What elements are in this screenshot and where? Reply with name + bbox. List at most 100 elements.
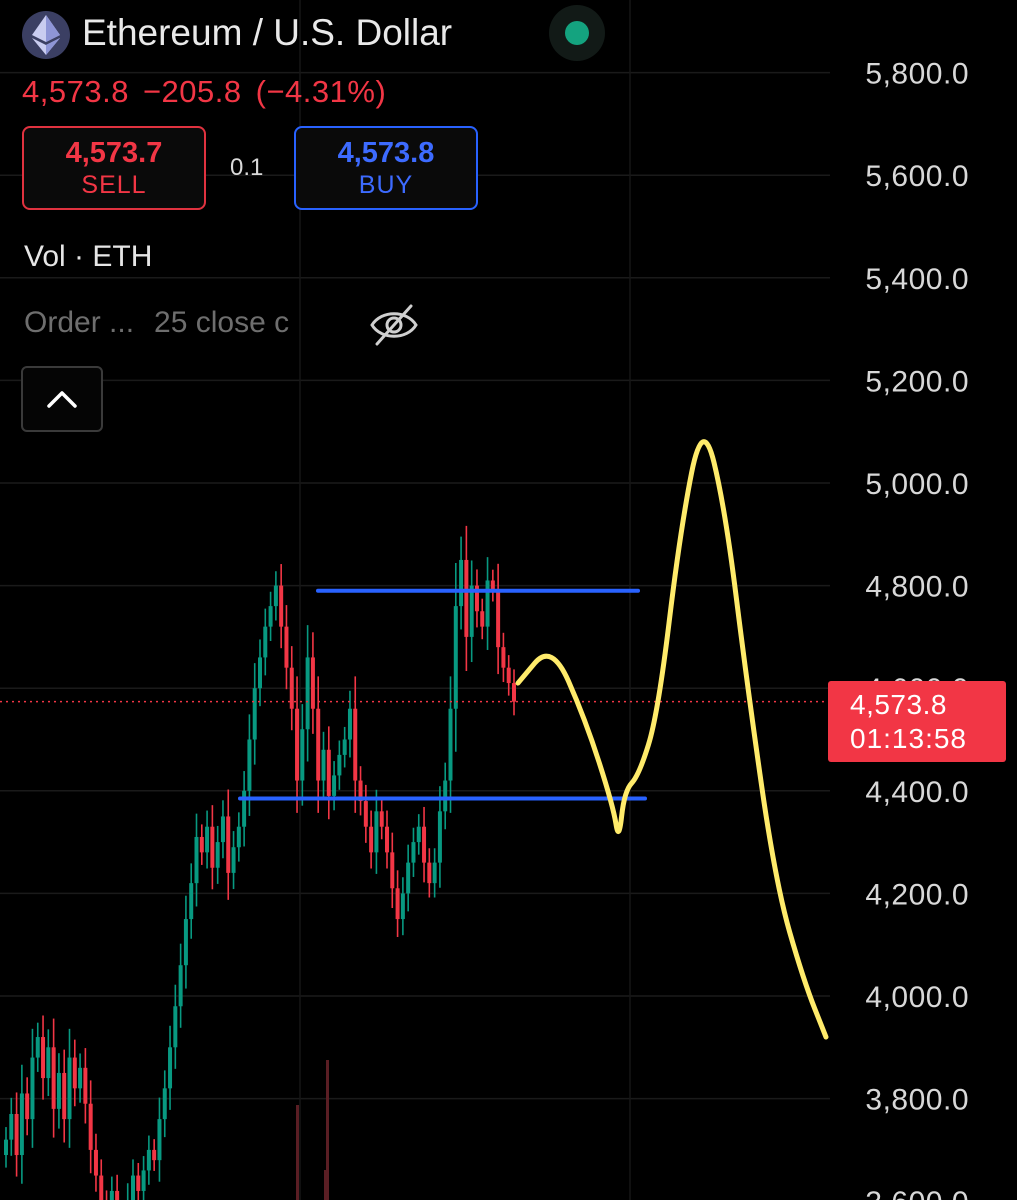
- candle: [252, 688, 257, 740]
- candle: [432, 862, 437, 884]
- candle: [337, 754, 342, 776]
- candle: [464, 559, 469, 637]
- candle: [406, 862, 411, 894]
- candle: [300, 729, 305, 781]
- candle: [194, 836, 199, 884]
- candle: [30, 1057, 35, 1120]
- candle: [14, 1113, 19, 1156]
- price-change: −205.8: [142, 74, 242, 109]
- candle: [316, 708, 321, 781]
- sell-button[interactable]: 4,573.7 SELL: [22, 126, 206, 210]
- market-status-button[interactable]: [549, 5, 605, 61]
- candle: [173, 1006, 178, 1048]
- candle: [210, 826, 215, 868]
- candle: [369, 826, 374, 853]
- badge-price: 4,573.8: [850, 688, 947, 720]
- candle: [411, 842, 416, 863]
- y-tick-label: 4,800.0: [865, 571, 969, 604]
- candle: [231, 847, 236, 873]
- candle: [25, 1093, 30, 1120]
- volume-legend[interactable]: Vol · ETH: [24, 240, 153, 273]
- candle: [78, 1067, 83, 1089]
- candle: [72, 1057, 77, 1089]
- candle: [501, 647, 506, 668]
- candle: [141, 1170, 146, 1191]
- y-tick-label: 4,000.0: [865, 981, 969, 1014]
- candle: [480, 611, 485, 627]
- candle: [183, 919, 188, 966]
- candle: [416, 826, 421, 843]
- candle: [395, 888, 400, 920]
- candle: [448, 708, 453, 781]
- chevron-up-icon: [47, 391, 77, 408]
- candlestick-series: [4, 525, 516, 1200]
- candle: [93, 1149, 98, 1176]
- y-tick-label: 5,200.0: [865, 365, 969, 398]
- candle: [247, 739, 252, 791]
- candle: [88, 1103, 93, 1150]
- candle: [56, 1072, 61, 1109]
- sell-label: SELL: [81, 171, 147, 199]
- current-price-badge: 4,573.8 01:13:58: [828, 681, 1006, 762]
- order-legend[interactable]: Order ... 25 close c: [24, 306, 289, 340]
- order-label: Order ...: [24, 306, 135, 339]
- y-tick-label: 5,800.0: [865, 58, 969, 91]
- candle: [189, 883, 194, 920]
- candle: [19, 1093, 24, 1156]
- candle: [215, 842, 220, 868]
- symbol-title[interactable]: Ethereum / U.S. Dollar: [82, 12, 453, 53]
- candle: [427, 862, 432, 884]
- candle: [41, 1037, 46, 1079]
- buy-label: BUY: [358, 171, 414, 199]
- candle: [385, 826, 389, 853]
- candle: [178, 965, 183, 1007]
- candle: [157, 1119, 162, 1161]
- buy-button[interactable]: 4,573.8 BUY: [294, 126, 478, 210]
- candle: [9, 1113, 14, 1140]
- candle: [115, 1190, 120, 1200]
- candle: [268, 606, 273, 627]
- candle: [205, 826, 210, 853]
- candle: [374, 811, 379, 853]
- y-tick-label: 4,400.0: [865, 776, 969, 809]
- sell-price: 4,573.7: [65, 137, 163, 169]
- candle: [437, 811, 442, 863]
- eye-hidden-icon[interactable]: [369, 302, 419, 348]
- volume-bars: [296, 1060, 329, 1200]
- candle: [506, 667, 511, 684]
- projection-drawing: [515, 439, 829, 1040]
- buy-price: 4,573.8: [337, 137, 435, 169]
- candle: [152, 1149, 157, 1161]
- candle: [236, 826, 241, 848]
- candle: [4, 1139, 8, 1156]
- candle: [474, 585, 479, 612]
- y-tick-label: 5,000.0: [865, 468, 969, 501]
- y-tick-label: 5,600.0: [865, 160, 969, 193]
- candle: [51, 1047, 56, 1109]
- candle: [279, 585, 284, 627]
- candle: [485, 580, 490, 627]
- price-change-percent: (−4.31%): [255, 74, 387, 109]
- candle: [363, 801, 368, 827]
- candle: [109, 1190, 114, 1200]
- candle: [321, 749, 326, 781]
- candle: [83, 1067, 88, 1104]
- volume-bar: [296, 1105, 299, 1200]
- candle: [422, 826, 427, 863]
- volume-bar: [324, 1170, 327, 1200]
- candle: [443, 780, 448, 812]
- y-tick-label: 3,600.0: [865, 1186, 969, 1200]
- close-label: 25 close c: [154, 306, 290, 339]
- candle: [326, 749, 331, 796]
- price-change-line: 4,573.8 −205.8 (−4.31%): [22, 74, 400, 110]
- candle: [347, 708, 352, 740]
- candle: [284, 626, 289, 668]
- candle: [162, 1088, 167, 1120]
- candle: [46, 1047, 51, 1079]
- candle: [295, 708, 300, 781]
- y-tick-label: 3,800.0: [865, 1084, 969, 1117]
- candle: [258, 657, 262, 689]
- collapse-legend-button[interactable]: [21, 366, 103, 432]
- candle: [242, 790, 247, 827]
- volume-bar: [326, 1060, 329, 1200]
